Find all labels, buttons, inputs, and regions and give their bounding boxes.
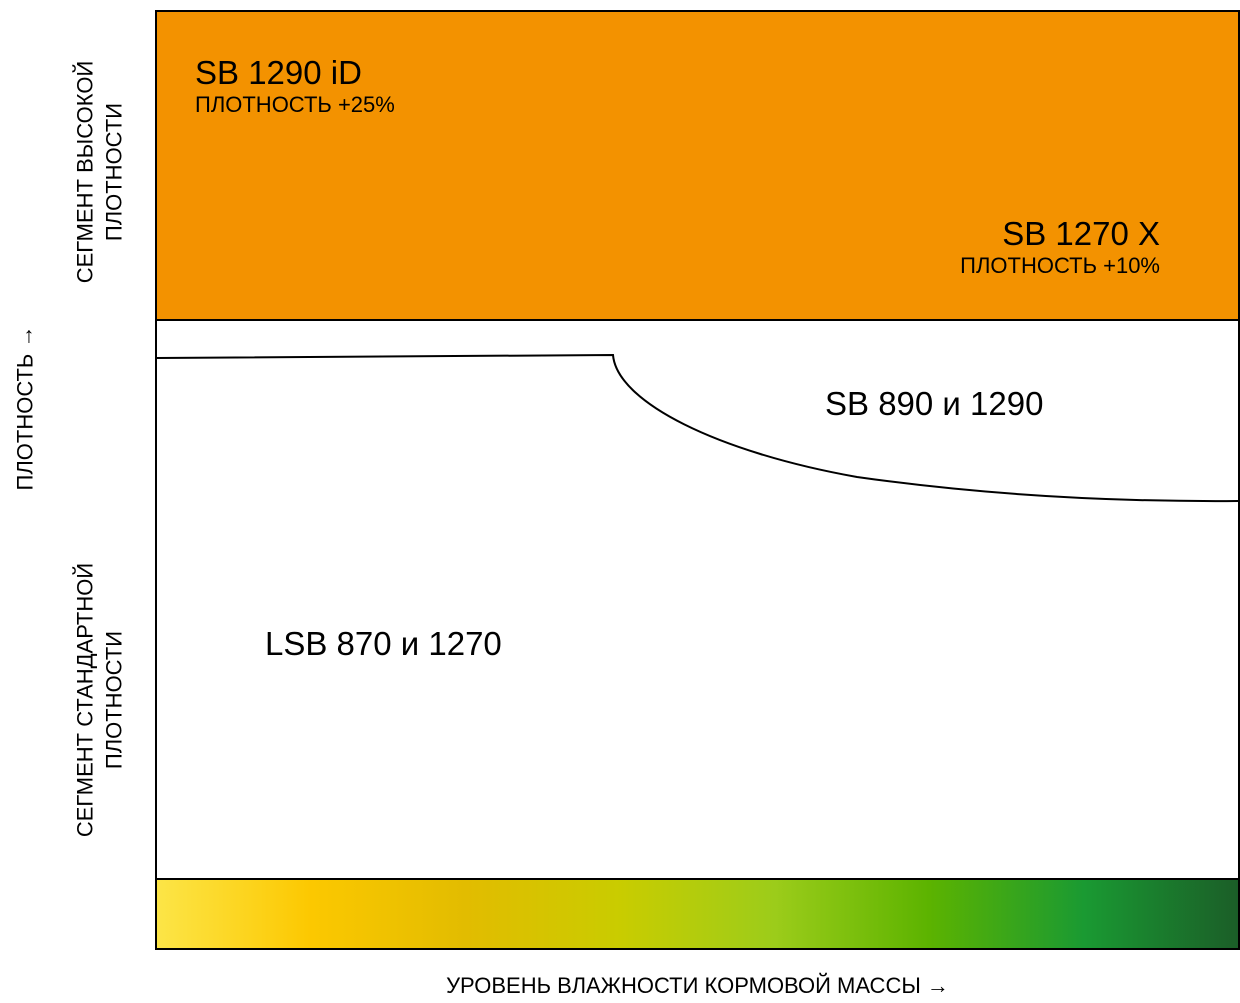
product-sb890-1290: SB 890 и 1290 <box>825 385 1043 423</box>
product-density-note: ПЛОТНОСТЬ +10% <box>960 252 1160 278</box>
product-name: SB 1270 X <box>1002 215 1160 252</box>
product-density-note: ПЛОТНОСТЬ +25% <box>195 91 395 117</box>
moisture-gradient-bar <box>157 878 1238 948</box>
high-segment-label: СЕГМЕНТ ВЫСОКОЙ ПЛОТНОСТИ <box>72 60 126 284</box>
standard-segment-label: СЕГМЕНТ СТАНДАРТНОЙ ПЛОТНОСТИ <box>72 562 126 838</box>
product-sb1270x: SB 1270 X ПЛОТНОСТЬ +10% <box>960 215 1160 278</box>
diagram-frame: SB 1290 iD ПЛОТНОСТЬ +25% SB 1270 X ПЛОТ… <box>155 10 1240 950</box>
boundary-line <box>157 353 1238 503</box>
x-axis-label: УРОВЕНЬ ВЛАЖНОСТИ КОРМОВОЙ МАССЫ → <box>446 973 949 998</box>
product-sb1290id: SB 1290 iD ПЛОТНОСТЬ +25% <box>195 54 395 117</box>
product-name: LSB 870 и 1270 <box>265 625 502 662</box>
product-name: SB 890 и 1290 <box>825 385 1044 422</box>
product-name: SB 1290 iD <box>195 54 362 91</box>
product-lsb870-1270: LSB 870 и 1270 <box>265 625 502 663</box>
high-density-segment <box>157 12 1238 321</box>
y-axis-label: ПЛОТНОСТЬ → <box>12 325 38 491</box>
segment-boundary-curve <box>157 353 1238 503</box>
